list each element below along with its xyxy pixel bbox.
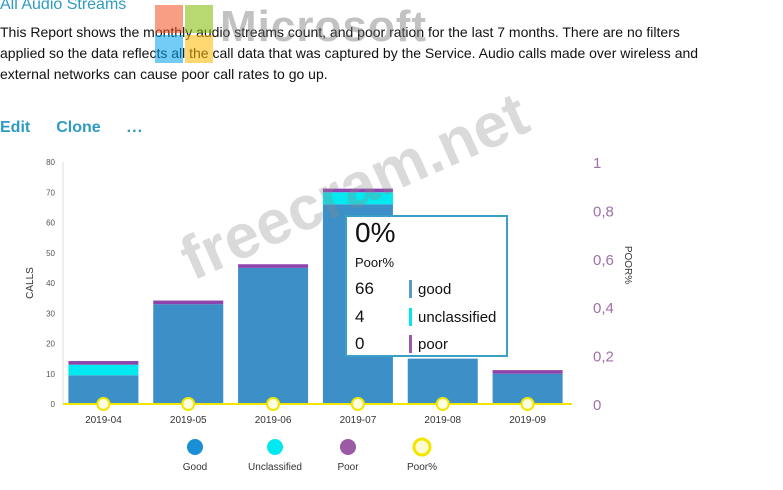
tooltip-percent-label: Poor% — [355, 255, 395, 270]
tooltip-row-good: 66 good — [355, 279, 451, 299]
tooltip-row-poor: 0 poor — [355, 334, 448, 354]
tooltip-value: 66 — [355, 279, 374, 298]
chart-tooltip: 0% Poor% 66 good 4 unclassified 0 poor — [345, 215, 508, 357]
bar-poor — [68, 361, 139, 365]
tooltip-percent: 0% — [355, 217, 396, 248]
y-tick-label: 50 — [46, 249, 55, 258]
bar-good — [407, 358, 478, 404]
x-tick-label: 2019-04 — [85, 415, 122, 426]
bar-unclassified — [322, 192, 393, 205]
report-title: All Audio Streams — [0, 0, 127, 13]
tooltip-label: good — [418, 280, 452, 298]
bar-poor — [153, 300, 224, 305]
y-tick-label: 0 — [51, 400, 56, 409]
legend-label: Poor — [337, 462, 359, 473]
y-right-axis-title: POOR% — [622, 246, 633, 284]
x-tick-label: 2019-05 — [170, 415, 207, 426]
y-right-tick-label: 0,4 — [593, 300, 614, 317]
bar-poor — [238, 264, 309, 268]
y-axis-title: CALLS — [25, 267, 36, 299]
bar-good — [153, 304, 224, 404]
clone-link[interactable]: Clone — [56, 119, 101, 136]
tooltip-swatch — [409, 280, 412, 298]
y-right-tick-label: 0,8 — [593, 203, 614, 220]
bar-good — [238, 267, 309, 404]
y-tick-label: 40 — [46, 279, 55, 288]
bar-unclassified — [68, 364, 139, 376]
bar-poor — [322, 188, 393, 193]
tooltip-label: unclassified — [418, 308, 497, 326]
y-tick-label: 10 — [46, 370, 55, 379]
y-right-tick-label: 0,6 — [593, 252, 614, 269]
poor-percent-point — [266, 397, 281, 411]
y-tick-label: 80 — [46, 158, 55, 167]
tooltip-value: 0 — [355, 334, 365, 353]
y-tick-label: 30 — [46, 309, 55, 318]
legend-marker-unclassified — [267, 439, 283, 455]
tooltip-swatch — [409, 335, 412, 353]
x-tick-label: 2019-09 — [509, 415, 546, 426]
x-tick-label: 2019-06 — [255, 415, 292, 426]
tooltip-label: poor — [418, 335, 449, 353]
poor-percent-point — [350, 397, 365, 411]
description-line: external networks can cause poor call ra… — [0, 66, 328, 82]
y-right-tick-label: 1 — [593, 155, 601, 172]
y-right-tick-label: 0 — [593, 397, 601, 414]
report-actions: Edit Clone ... — [0, 117, 143, 139]
y-tick-label: 70 — [46, 188, 55, 197]
bar-poor — [492, 370, 563, 374]
x-tick-label: 2019-07 — [340, 415, 377, 426]
poor-percent-point — [520, 397, 535, 411]
poor-percent-point — [181, 397, 196, 411]
tooltip-swatch — [409, 308, 412, 326]
more-options-button[interactable]: ... — [126, 119, 144, 136]
legend-marker-poor — [340, 439, 356, 455]
legend-marker-poor-percent — [412, 437, 432, 457]
y-right-tick-label: 0,2 — [593, 349, 614, 366]
legend-label: Poor% — [407, 462, 437, 473]
y-tick-label: 60 — [46, 219, 55, 228]
legend-label: Good — [183, 462, 207, 473]
legend-label: Unclassified — [248, 462, 302, 473]
edit-link[interactable]: Edit — [0, 119, 31, 136]
poor-percent-point — [435, 397, 450, 411]
tooltip-value: 4 — [355, 307, 365, 326]
y-tick-label: 20 — [46, 340, 55, 349]
legend-marker-good — [187, 439, 203, 455]
tooltip-row-unclassified: 4 unclassified — [355, 307, 496, 327]
microsoft-watermark: Microsoft — [220, 2, 427, 51]
x-tick-label: 2019-08 — [424, 415, 461, 426]
poor-percent-point — [96, 397, 111, 411]
